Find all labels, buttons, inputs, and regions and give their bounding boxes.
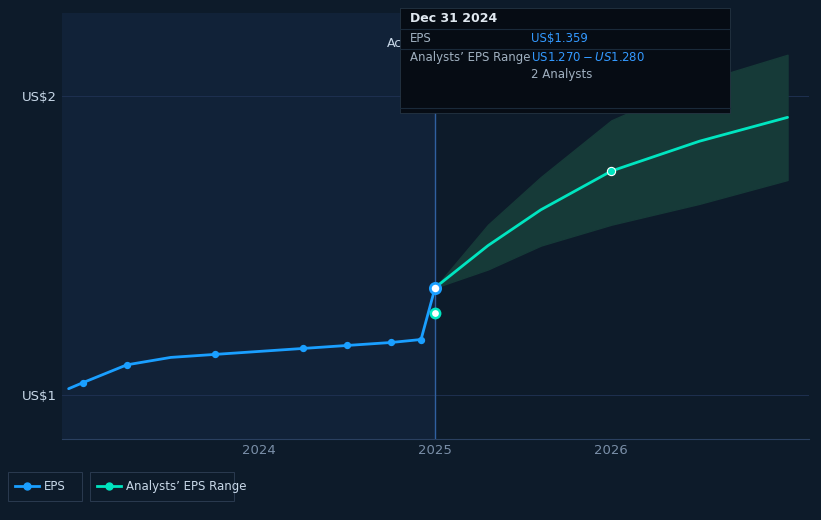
Text: US$1.270 - US$1.280: US$1.270 - US$1.280 xyxy=(531,51,645,64)
Point xyxy=(384,339,397,347)
Point xyxy=(296,344,310,353)
Point xyxy=(209,350,222,359)
Point xyxy=(605,167,618,175)
Text: Analysts’ EPS Range: Analysts’ EPS Range xyxy=(126,479,246,493)
Text: Analysts’ EPS Range: Analysts’ EPS Range xyxy=(410,51,530,64)
Text: Dec 31 2024: Dec 31 2024 xyxy=(410,12,497,25)
Point xyxy=(76,379,89,387)
Point xyxy=(429,308,442,317)
Text: EPS: EPS xyxy=(410,32,432,45)
Text: Analysts Forecasts: Analysts Forecasts xyxy=(444,37,560,50)
Point xyxy=(120,361,133,369)
Text: US$1.359: US$1.359 xyxy=(531,32,588,45)
Text: 2 Analysts: 2 Analysts xyxy=(531,68,593,81)
Point xyxy=(341,341,354,349)
Text: Actual: Actual xyxy=(387,37,426,50)
Bar xyxy=(62,13,435,439)
Point xyxy=(415,335,428,344)
Text: EPS: EPS xyxy=(44,479,65,493)
Point xyxy=(429,283,442,292)
